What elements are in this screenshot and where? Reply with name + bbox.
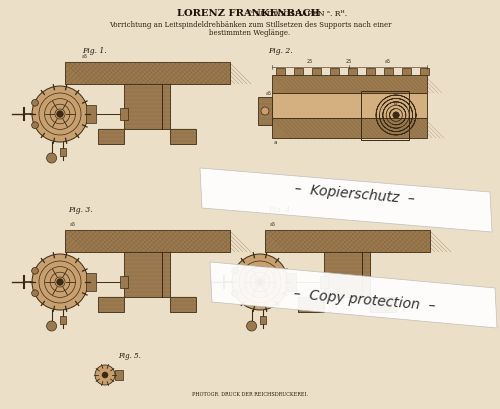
Text: Fig. 1.: Fig. 1. [82,47,106,55]
Polygon shape [170,297,196,312]
Circle shape [261,107,269,115]
Bar [258,97,272,125]
Text: –  Copy protection  –: – Copy protection – [294,287,436,313]
Circle shape [232,290,238,297]
Polygon shape [210,262,497,328]
Bar [86,273,96,291]
Circle shape [95,365,115,385]
Text: Fig. 5.: Fig. 5. [118,352,141,360]
Polygon shape [124,84,170,129]
Circle shape [256,279,264,285]
Bar [86,105,96,123]
Text: Fig. 4.: Fig. 4. [268,206,292,214]
Polygon shape [330,68,339,75]
Circle shape [32,99,38,106]
Circle shape [46,321,56,331]
Text: a5: a5 [385,59,391,64]
Polygon shape [65,230,230,252]
Polygon shape [98,297,124,312]
Polygon shape [312,68,321,75]
Bar [272,75,427,93]
Polygon shape [265,230,430,252]
Text: 25: 25 [307,59,313,64]
Circle shape [46,153,56,163]
Circle shape [393,112,399,118]
Polygon shape [124,252,170,297]
Text: a5: a5 [82,54,88,59]
Text: Fig. 3.: Fig. 3. [68,206,92,214]
Bar [361,91,409,140]
Circle shape [56,111,64,117]
Text: a5: a5 [266,91,272,96]
Text: ᴵᴺ LUDWIGSHAFEN ᵃ. Rᴴ.: ᴵᴺ LUDWIGSHAFEN ᵃ. Rᴴ. [152,10,348,18]
Text: a5: a5 [70,222,76,227]
Circle shape [32,267,38,274]
Circle shape [32,254,88,310]
Bar [260,316,266,324]
Circle shape [246,321,256,331]
Bar [120,276,128,288]
Polygon shape [170,129,196,144]
Polygon shape [276,68,285,75]
Bar [60,148,66,156]
Bar [115,370,123,380]
Polygon shape [298,297,324,312]
Polygon shape [294,68,303,75]
Circle shape [232,254,288,310]
Bar [320,276,328,288]
Circle shape [32,290,38,297]
Polygon shape [98,129,124,144]
Text: LORENZ FRANKENBACH: LORENZ FRANKENBACH [177,9,323,18]
Text: a: a [274,140,278,145]
Text: –  Kopierschutz  –: – Kopierschutz – [294,182,416,206]
Text: PHOTOGR. DRUCK DER REICHSDRUCKEREI.: PHOTOGR. DRUCK DER REICHSDRUCKEREI. [192,391,308,396]
Polygon shape [324,252,370,297]
Polygon shape [348,68,357,75]
Polygon shape [366,68,375,75]
Polygon shape [370,297,396,312]
Polygon shape [402,68,411,75]
Bar [286,273,296,291]
Circle shape [32,122,38,128]
Polygon shape [200,168,492,232]
Circle shape [32,86,88,142]
Text: 25: 25 [346,59,352,64]
Circle shape [232,267,238,274]
Text: a5: a5 [270,222,276,227]
Bar [272,118,427,138]
Circle shape [102,372,108,378]
Polygon shape [420,68,429,75]
Bar [120,108,128,120]
Polygon shape [65,62,230,84]
Bar [60,316,66,324]
Polygon shape [384,68,393,75]
Circle shape [56,279,64,285]
Text: Vorrichtung an Leitspindeldrehbänken zum Stillsetzen des Supports nach einer: Vorrichtung an Leitspindeldrehbänken zum… [109,21,391,29]
Bar [272,93,427,118]
Text: b: b [394,101,398,106]
Text: bestimmten Weglänge.: bestimmten Weglänge. [210,29,290,37]
Text: Fig. 2.: Fig. 2. [268,47,292,55]
